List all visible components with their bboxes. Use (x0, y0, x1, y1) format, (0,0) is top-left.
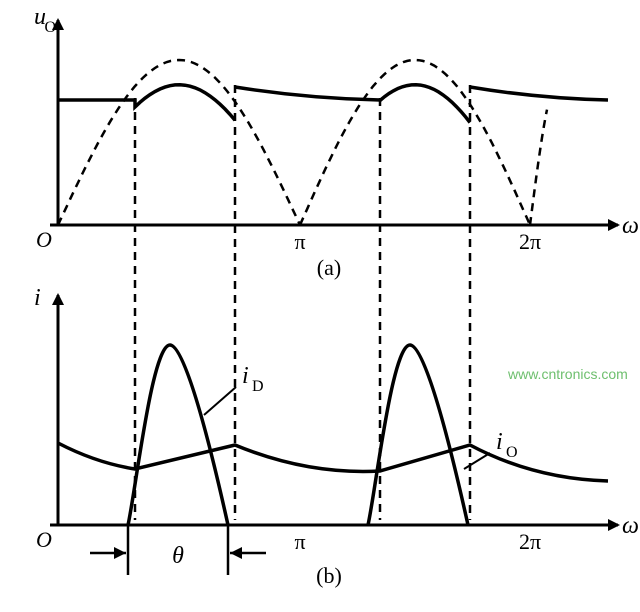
watermark-text: www.cntronics.com (508, 366, 628, 382)
svg-text:i: i (34, 285, 41, 311)
svg-text:ωt: ωt (622, 513, 640, 539)
svg-text:(b): (b) (316, 563, 342, 588)
svg-text:ωt: ωt (622, 213, 640, 239)
svg-text:O: O (36, 527, 52, 552)
svg-text:O: O (44, 19, 56, 36)
svg-text:i: i (242, 363, 249, 389)
svg-text:π: π (294, 229, 305, 254)
svg-text:i: i (496, 429, 503, 455)
svg-text:O: O (36, 227, 52, 252)
svg-text:π: π (294, 529, 305, 554)
svg-text:θ: θ (172, 543, 184, 569)
waveform-diagram: OuOωtπ2π(a)Oiωtπ2π(b)θiDiO (0, 0, 640, 612)
svg-text:2π: 2π (519, 529, 541, 554)
svg-text:2π: 2π (519, 229, 541, 254)
svg-text:O: O (506, 444, 518, 461)
svg-text:(a): (a) (317, 255, 341, 280)
svg-text:D: D (252, 378, 264, 395)
